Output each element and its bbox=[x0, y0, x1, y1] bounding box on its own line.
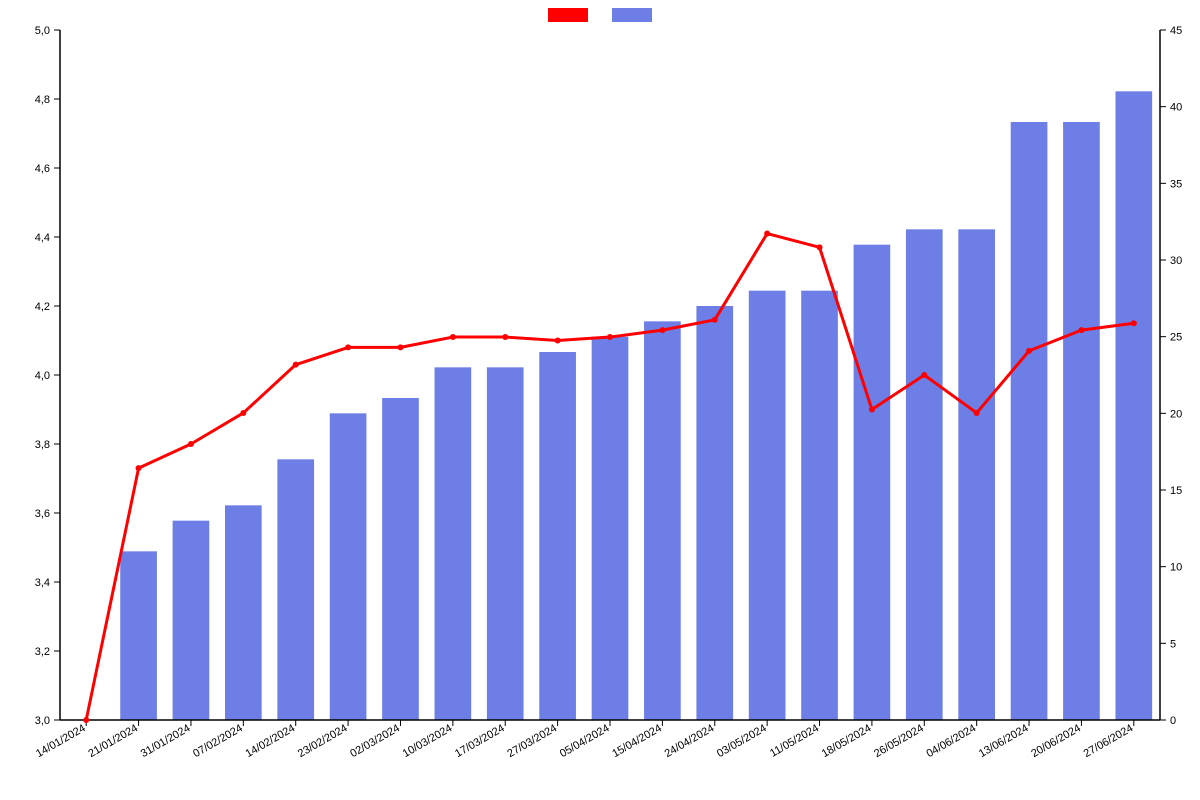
y-left-tick-label: 4,6 bbox=[35, 163, 50, 175]
bar bbox=[382, 398, 419, 720]
y-right-tick-label: 20 bbox=[1170, 408, 1182, 420]
line-marker bbox=[1078, 327, 1084, 333]
line-marker bbox=[188, 441, 194, 447]
line-marker bbox=[764, 231, 770, 237]
bar bbox=[592, 337, 629, 720]
bar bbox=[854, 245, 891, 720]
y-left-tick-label: 3,0 bbox=[35, 715, 50, 727]
bar bbox=[644, 321, 681, 720]
line-marker bbox=[397, 344, 403, 350]
line-marker bbox=[502, 334, 508, 340]
y-right-tick-label: 10 bbox=[1170, 562, 1182, 574]
line-marker bbox=[136, 465, 142, 471]
bar bbox=[1115, 91, 1152, 720]
y-right-tick-label: 5 bbox=[1170, 638, 1176, 650]
legend-line-swatch bbox=[548, 8, 588, 22]
line-marker bbox=[450, 334, 456, 340]
line-marker bbox=[607, 334, 613, 340]
line-marker bbox=[869, 407, 875, 413]
y-right-tick-label: 45 bbox=[1170, 25, 1182, 37]
line-marker bbox=[659, 327, 665, 333]
bar bbox=[435, 367, 472, 720]
y-left-tick-label: 4,0 bbox=[35, 370, 50, 382]
y-right-tick-label: 25 bbox=[1170, 332, 1182, 344]
legend-bar-swatch bbox=[612, 8, 652, 22]
line-marker bbox=[1026, 348, 1032, 354]
combo-chart: 3,0 3,2 3,4 3,6 3,8 4,0 4,2 4,4 4,6 4,8 5,0 0 5 10 15 2… bbox=[0, 0, 1200, 800]
line-marker bbox=[83, 717, 89, 723]
line-marker bbox=[921, 372, 927, 378]
bar bbox=[1063, 122, 1100, 720]
bar bbox=[277, 459, 314, 720]
bar bbox=[173, 521, 210, 720]
y-right-tick-label: 15 bbox=[1170, 485, 1182, 497]
bar bbox=[539, 352, 576, 720]
line-marker bbox=[817, 244, 823, 250]
line-marker bbox=[1131, 320, 1137, 326]
y-left-tick-label: 4,2 bbox=[35, 301, 50, 313]
bar bbox=[696, 306, 733, 720]
y-left-tick-label: 4,8 bbox=[35, 94, 50, 106]
line-marker bbox=[293, 362, 299, 368]
bar bbox=[487, 367, 524, 720]
y-right-tick-label: 30 bbox=[1170, 255, 1182, 267]
bar bbox=[120, 551, 157, 720]
bar bbox=[801, 291, 838, 720]
bar bbox=[225, 505, 262, 720]
y-left-tick-label: 3,8 bbox=[35, 439, 50, 451]
line-marker bbox=[974, 410, 980, 416]
y-left-tick-label: 3,6 bbox=[35, 508, 50, 520]
y-right-tick-label: 40 bbox=[1170, 102, 1182, 114]
line-marker bbox=[345, 344, 351, 350]
line-marker bbox=[712, 317, 718, 323]
y-right-tick-label: 35 bbox=[1170, 178, 1182, 190]
bar bbox=[749, 291, 786, 720]
line-marker bbox=[240, 410, 246, 416]
y-right-tick-label: 0 bbox=[1170, 715, 1176, 727]
chart-container: 3,0 3,2 3,4 3,6 3,8 4,0 4,2 4,4 4,6 4,8 5,0 0 5 10 15 2… bbox=[0, 0, 1200, 800]
y-left-tick-label: 4,4 bbox=[35, 232, 50, 244]
bar bbox=[330, 413, 367, 720]
y-left-tick-label: 5,0 bbox=[35, 25, 50, 37]
line-marker bbox=[555, 338, 561, 344]
y-left-tick-label: 3,4 bbox=[35, 577, 50, 589]
bar bbox=[1011, 122, 1048, 720]
y-left-tick-label: 3,2 bbox=[35, 646, 50, 658]
bar bbox=[958, 229, 995, 720]
bar bbox=[906, 229, 943, 720]
